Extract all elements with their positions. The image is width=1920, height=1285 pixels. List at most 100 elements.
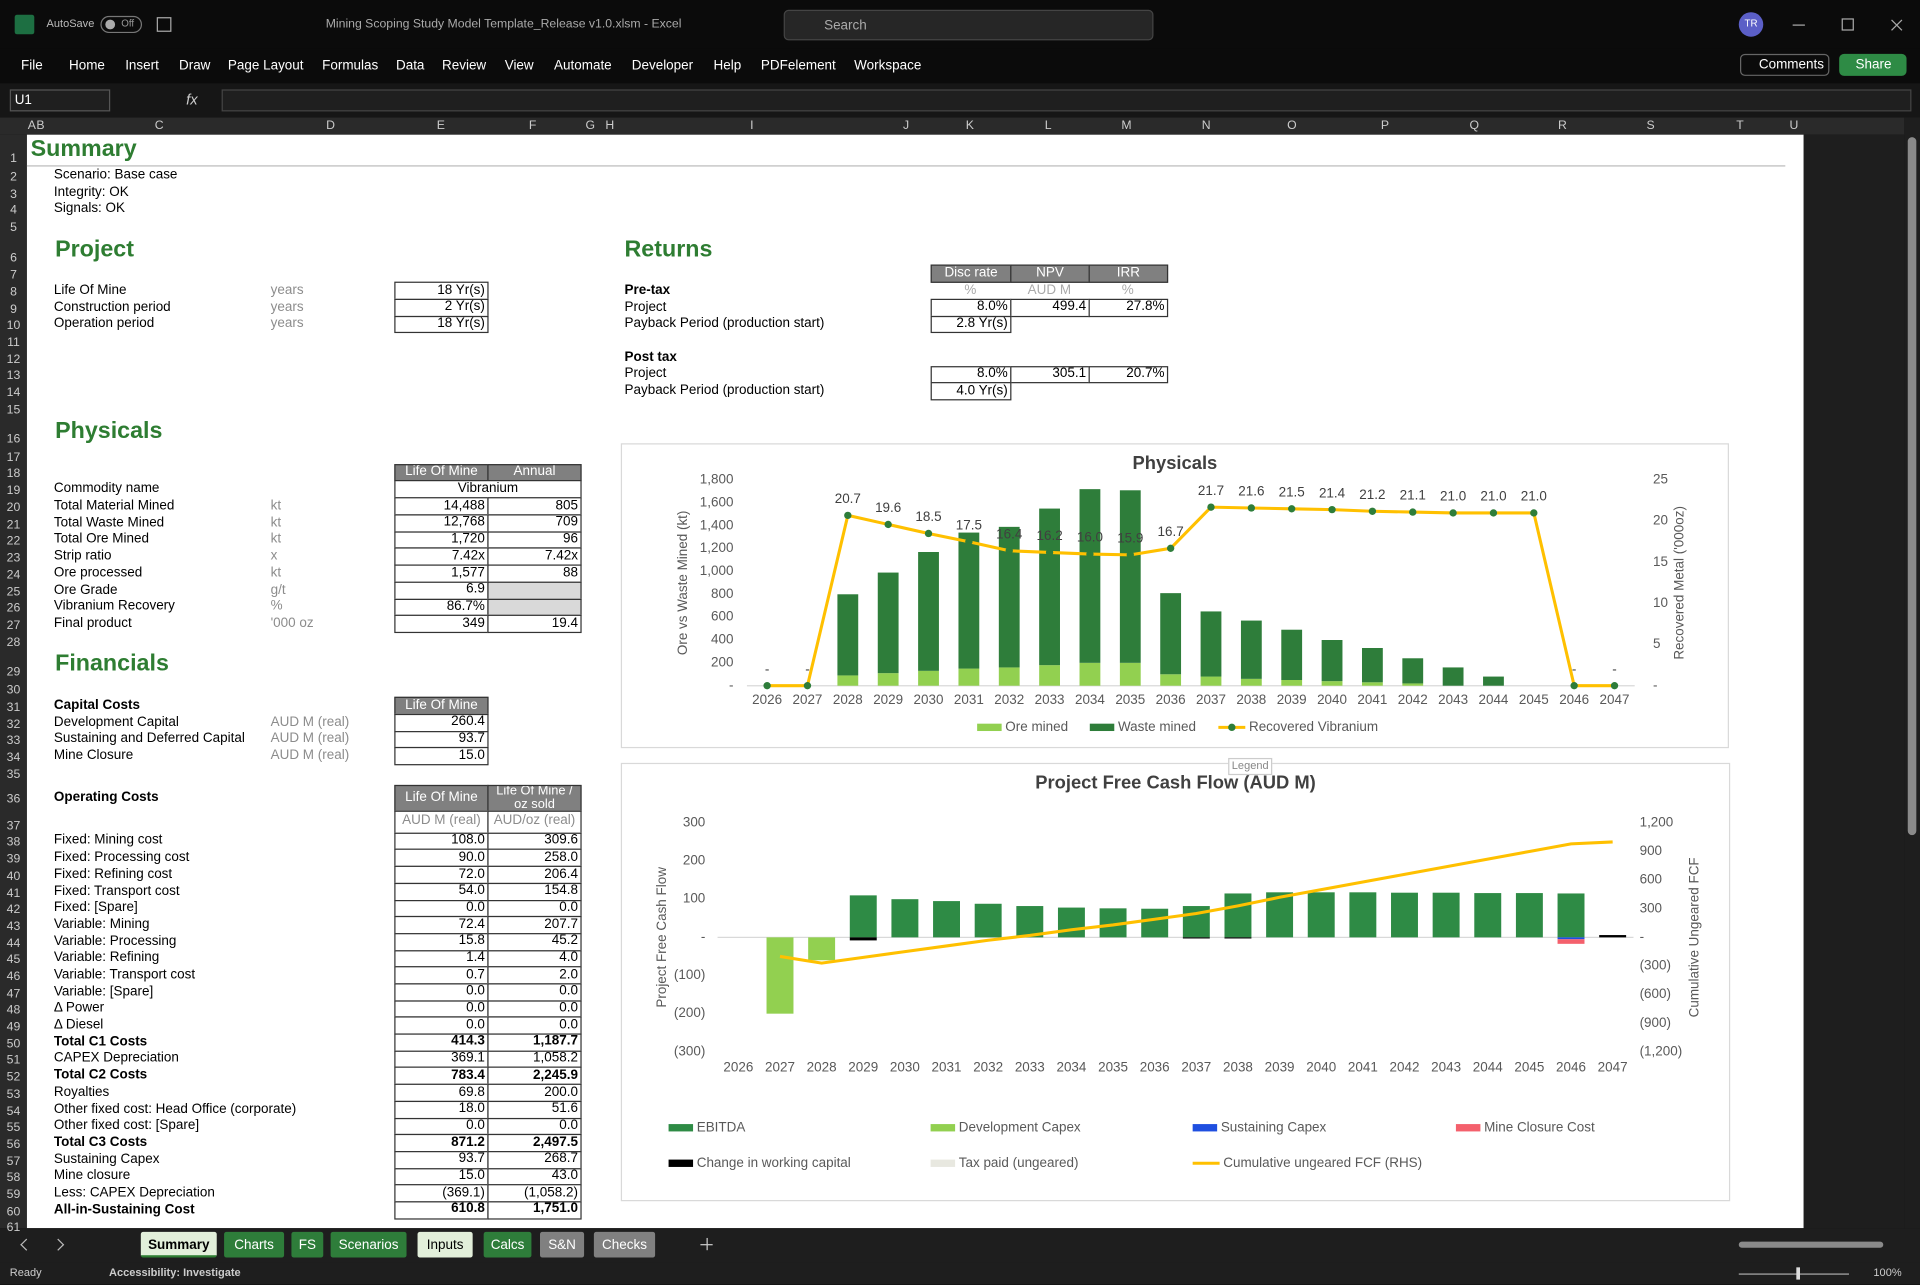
row-label: Mine closure (53, 1168, 131, 1183)
legend-label: Waste mined (1118, 719, 1196, 734)
x-tick-label: 2040 (1306, 1059, 1336, 1074)
row-header: 34 (6, 751, 21, 765)
ribbon-tab[interactable]: Insert (125, 58, 159, 74)
minimize[interactable] (1792, 24, 1805, 26)
value-cell: 349 (394, 614, 489, 634)
ribbon-tab[interactable]: Developer (631, 58, 694, 74)
bar (877, 673, 899, 686)
unit-label: years (270, 299, 304, 315)
x-tick-label: 2040 (1317, 692, 1347, 707)
ribbon-tab[interactable]: Formulas (322, 58, 379, 74)
user-avatar[interactable] (1738, 12, 1764, 37)
x-tick-label: 2030 (890, 1059, 920, 1074)
legend-swatch (1455, 1124, 1481, 1132)
bar (1515, 893, 1543, 938)
name-box[interactable] (9, 89, 111, 112)
tick-label: 600 (711, 609, 733, 624)
row-header: 9 (10, 303, 17, 317)
row-label: Δ Diesel (53, 1017, 104, 1033)
value-cell: 90.0 (394, 848, 489, 867)
autosave-toggle[interactable] (100, 15, 143, 34)
sheet-tab[interactable] (483, 1231, 532, 1258)
value-cell: 0.0 (394, 1117, 489, 1136)
legend-swatch (668, 1159, 694, 1167)
data-label: 21.0 (1521, 489, 1547, 504)
value-cell: 1,577 (394, 564, 489, 583)
search-placeholder[interactable]: Search (824, 18, 867, 34)
x-tick-label: 2027 (765, 1059, 795, 1074)
value-cell: 15.0 (394, 746, 489, 766)
maximize[interactable] (1841, 18, 1854, 31)
row-label: Sustaining Capex (53, 1152, 160, 1167)
search-box[interactable] (783, 9, 1154, 41)
value-cell: 108.0 (394, 832, 489, 850)
ribbon-tab[interactable]: Review (441, 58, 487, 74)
status-accessibility[interactable]: Accessibility: Investigate (108, 1266, 241, 1279)
bar (1016, 906, 1044, 938)
sheet-tab[interactable] (140, 1231, 217, 1258)
ribbon-tab[interactable]: View (504, 58, 534, 74)
share-button[interactable] (1839, 53, 1907, 76)
sheet-tab[interactable] (291, 1231, 324, 1258)
value-cell: 2,497.5 (487, 1133, 582, 1153)
x-tick-label: 2044 (1473, 1059, 1503, 1074)
x-tick-label: 2037 (1181, 1059, 1211, 1074)
legend-tooltip-box (1228, 757, 1273, 776)
sheet-tab-label: Scenarios (338, 1237, 399, 1253)
sheet-tab[interactable] (330, 1231, 407, 1258)
ribbon-tab[interactable]: Automate (554, 58, 612, 74)
ribbon-tab[interactable]: File (20, 58, 43, 74)
row-label: Life Of Mine (53, 282, 127, 298)
section-heading: Project (55, 237, 134, 263)
ribbon-tab[interactable]: Home (68, 58, 105, 74)
value-cell: 0.0 (487, 983, 582, 1002)
value-cell: 260.4 (394, 713, 489, 732)
line-marker (924, 529, 933, 538)
row-header: 33 (6, 734, 21, 748)
h-scrollbar[interactable] (1738, 1241, 1884, 1248)
value-cell: 0.0 (487, 1016, 582, 1035)
sheet-tab[interactable] (540, 1231, 585, 1258)
row-header: 18 (6, 467, 21, 481)
ribbon-tab[interactable]: Data (395, 58, 425, 74)
zoom-slider[interactable] (1738, 1273, 1849, 1275)
ribbon-tab[interactable]: PDFelement (760, 58, 836, 74)
bar (1224, 893, 1252, 938)
status-bar (0, 1262, 1920, 1285)
row-label: Project (624, 299, 667, 315)
sheet-tab[interactable] (224, 1231, 285, 1258)
line-marker (1247, 504, 1256, 512)
value-cell: 0.0 (487, 999, 582, 1018)
ribbon-tab[interactable]: Draw (178, 58, 211, 74)
bar (1474, 893, 1502, 938)
ribbon-tab[interactable]: Page Layout (227, 58, 304, 74)
group-label: Pre-tax (624, 282, 671, 298)
row-header: 55 (6, 1121, 21, 1135)
tick-label: 20 (1653, 513, 1668, 528)
bar (1321, 640, 1343, 682)
column-header: B (36, 119, 45, 133)
x-tick-label: 2036 (1156, 692, 1186, 707)
value-cell: 709 (487, 514, 582, 533)
column-header: H (605, 119, 615, 133)
value-cell: 54.0 (394, 882, 489, 901)
row-label: Ore processed (53, 565, 143, 581)
value-cell: 0.0 (487, 899, 582, 918)
unit-label: kt (270, 515, 282, 531)
value-cell: 309.6 (487, 832, 582, 850)
sheet-tab[interactable] (593, 1231, 656, 1258)
row-label: Development Capital (53, 715, 179, 730)
save-icon[interactable] (156, 17, 172, 32)
formula-input[interactable] (221, 89, 1912, 112)
ribbon-tab[interactable]: Help (713, 58, 742, 74)
data-label: 21.2 (1359, 487, 1385, 502)
unit-label: years (270, 315, 304, 331)
sheet-tab[interactable] (417, 1231, 473, 1258)
ribbon-tab[interactable]: Workspace (854, 58, 922, 74)
y2-axis-title: Cumulative Ungeared FCF (1686, 857, 1701, 1017)
value-cell: 0.0 (394, 983, 489, 1002)
comments-button[interactable] (1740, 53, 1830, 76)
bar (849, 895, 877, 938)
bar (918, 670, 939, 686)
sheet-title: Summary (30, 136, 137, 163)
